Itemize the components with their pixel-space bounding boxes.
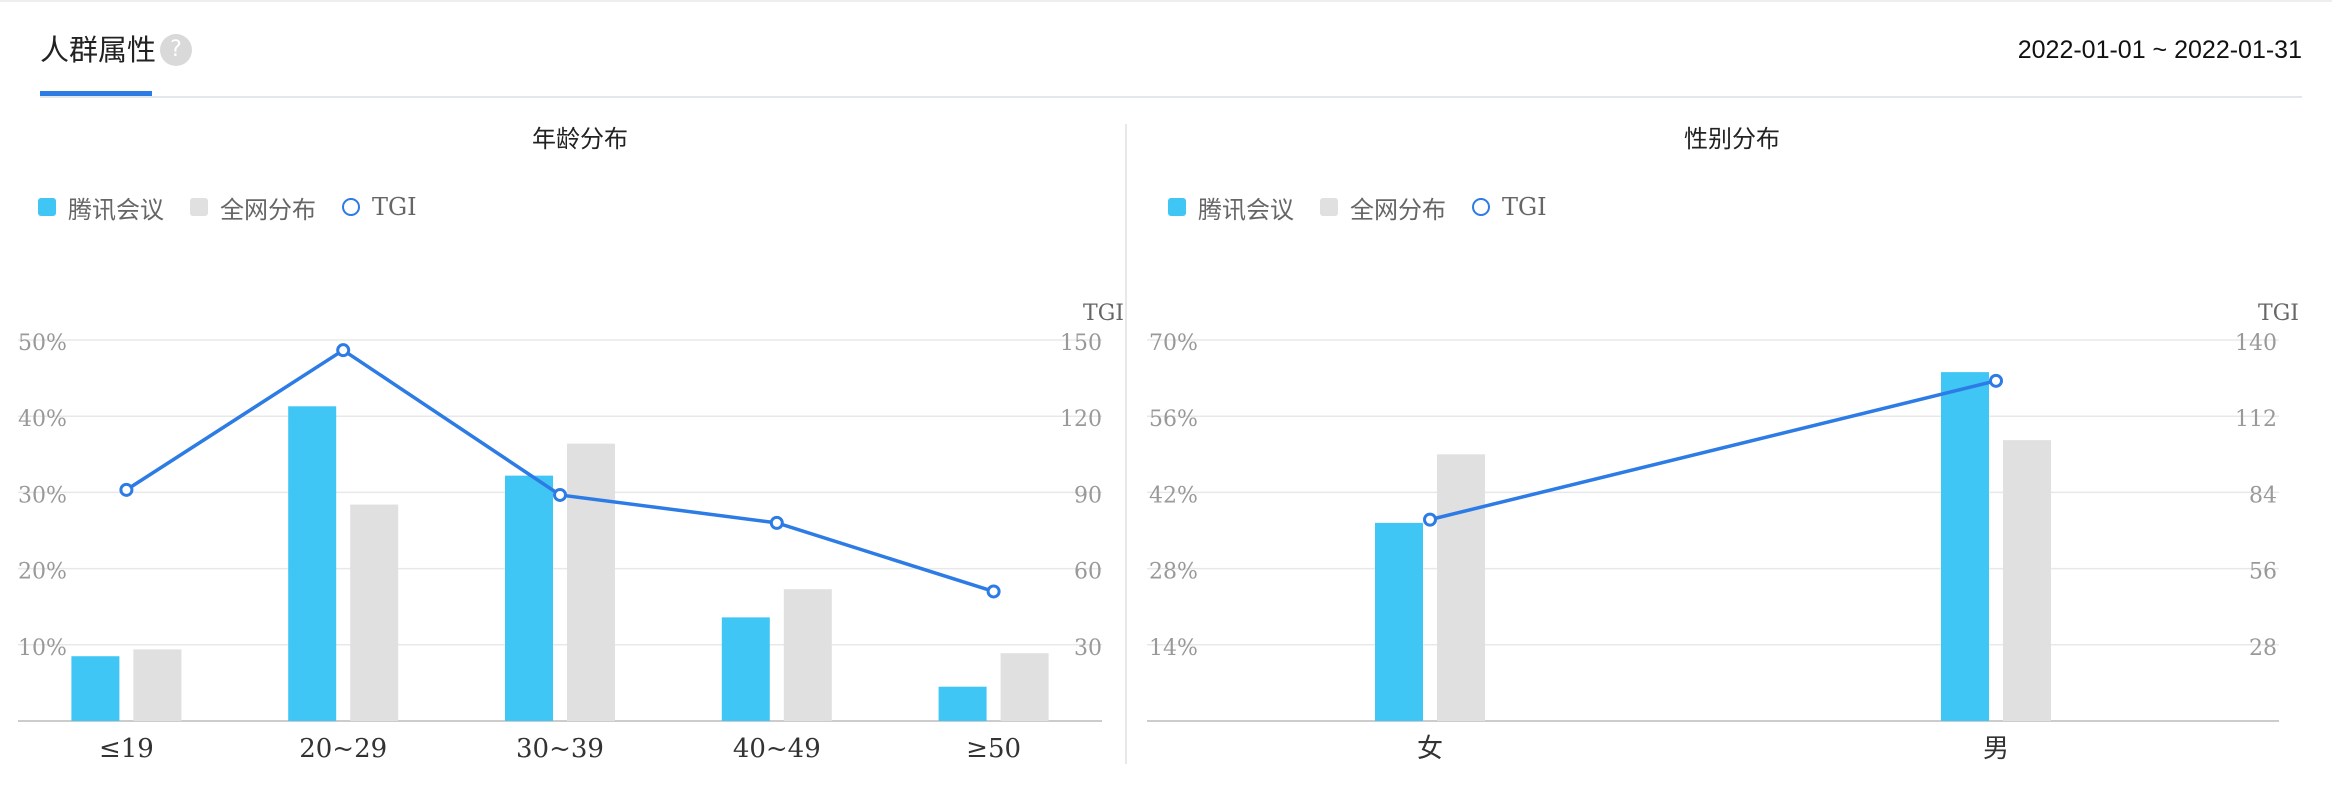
legend-swatch-tgi [1472, 198, 1490, 216]
tgi-point [336, 343, 351, 358]
legend-label: 全网分布 [1350, 195, 1446, 224]
y-right-tick-label: 30 [1074, 636, 1102, 661]
legend-item-tencent[interactable]: 腾讯会议 [38, 190, 164, 225]
legend-swatch-overall [190, 198, 208, 216]
legend-item-tgi[interactable]: TGI [342, 193, 417, 221]
y-left-tick-label: 40% [18, 407, 67, 432]
x-tick-label: 30~39 [516, 734, 604, 764]
y-right-tick-label: 60 [1074, 560, 1102, 585]
top-border [0, 0, 2332, 2]
y-left-tick-label: 50% [18, 331, 67, 356]
legend-item-tencent[interactable]: 腾讯会议 [1168, 190, 1294, 225]
legend-label: 腾讯会议 [68, 195, 164, 224]
help-icon[interactable]: ? [160, 34, 192, 66]
age-chart-legend: 腾讯会议 全网分布 TGI [38, 190, 443, 224]
bar-overall [1437, 454, 1485, 721]
y-left-tick-label: 28% [1149, 560, 1198, 585]
active-tab-indicator [40, 91, 152, 96]
x-tick-label: 女 [1417, 734, 1443, 764]
legend-swatch-tencent [1168, 198, 1186, 216]
y-right-tick-label: 56 [2249, 560, 2277, 585]
bar-tencent [721, 617, 770, 721]
y-left-tick-label: 10% [18, 636, 67, 661]
tgi-point [1423, 512, 1437, 527]
legend-item-overall[interactable]: 全网分布 [1320, 190, 1446, 225]
tgi-point [986, 584, 1001, 599]
y-right-axis-label: TGI [1083, 301, 1124, 326]
charts-divider [1125, 124, 1127, 764]
gender-chart-legend: 腾讯会议 全网分布 TGI [1168, 190, 1573, 224]
bar-overall [567, 443, 615, 721]
tgi-line [1429, 379, 1997, 522]
x-tick-label: ≥50 [966, 734, 1021, 764]
y-right-tick-label: 90 [1074, 483, 1102, 508]
tgi-point [553, 487, 567, 502]
bar-overall [783, 589, 832, 721]
age-chart-title: 年龄分布 [532, 125, 628, 153]
legend-swatch-overall [1320, 198, 1338, 216]
legend-item-tgi[interactable]: TGI [1472, 193, 1547, 221]
section-title: 人群属性 [40, 33, 157, 67]
bar-tencent [288, 406, 337, 721]
legend-label: 腾讯会议 [1198, 195, 1294, 224]
tgi-point [1989, 373, 2003, 388]
y-right-tick-label: 112 [2235, 407, 2277, 432]
age-chart-plot: 50% 150 40% 120 30% 90 20% 60 10% 30 TGI ≤19 20~29 30… [18, 301, 1124, 764]
x-tick-label: 40~49 [733, 734, 821, 764]
bar-overall [133, 649, 182, 721]
bar-tencent [71, 656, 120, 721]
y-right-tick-label: 120 [1060, 407, 1102, 432]
y-right-tick-label: 28 [2249, 636, 2277, 661]
y-right-tick-label: 150 [1060, 331, 1102, 356]
date-range[interactable]: 2022-01-01 ~ 2022-01-31 [2017, 36, 2302, 64]
y-left-tick-label: 20% [18, 560, 67, 585]
bar-tencent [505, 475, 553, 721]
legend-swatch-tencent [38, 198, 56, 216]
y-right-axis-label: TGI [2258, 301, 2299, 326]
y-right-tick-label: 84 [2249, 483, 2277, 508]
legend-label: TGI [1502, 193, 1547, 221]
tgi-line [125, 348, 995, 594]
y-left-tick-label: 14% [1149, 636, 1198, 661]
y-left-tick-label: 70% [1149, 331, 1198, 356]
bar-overall [1000, 653, 1049, 721]
x-tick-label: ≤19 [99, 734, 154, 764]
bar-overall [350, 504, 399, 721]
gender-chart-title: 性别分布 [1684, 125, 1780, 153]
y-left-tick-label: 56% [1149, 407, 1198, 432]
y-right-tick-label: 140 [2235, 331, 2277, 356]
x-tick-label: 20~29 [299, 734, 387, 764]
y-left-tick-label: 30% [18, 483, 67, 508]
gender-chart-plot: 70% 140 56% 112 42% 84 28% 56 14% 28 TGI 女 男 [1147, 301, 2299, 764]
legend-label: 全网分布 [220, 195, 316, 224]
section-header: 人群属性 ? 2022-01-01 ~ 2022-01-31 [40, 0, 2302, 98]
tgi-point [119, 482, 134, 497]
bar-tencent [1941, 372, 1989, 721]
bar-overall [2003, 440, 2051, 721]
y-left-tick-label: 42% [1149, 483, 1198, 508]
bar-tencent [938, 686, 987, 721]
legend-label: TGI [372, 193, 417, 221]
x-tick-label: 男 [1983, 734, 2009, 764]
tgi-point [769, 515, 784, 530]
legend-item-overall[interactable]: 全网分布 [190, 190, 316, 225]
header-divider [40, 96, 2302, 98]
legend-swatch-tgi [342, 198, 360, 216]
bar-tencent [1375, 522, 1423, 721]
